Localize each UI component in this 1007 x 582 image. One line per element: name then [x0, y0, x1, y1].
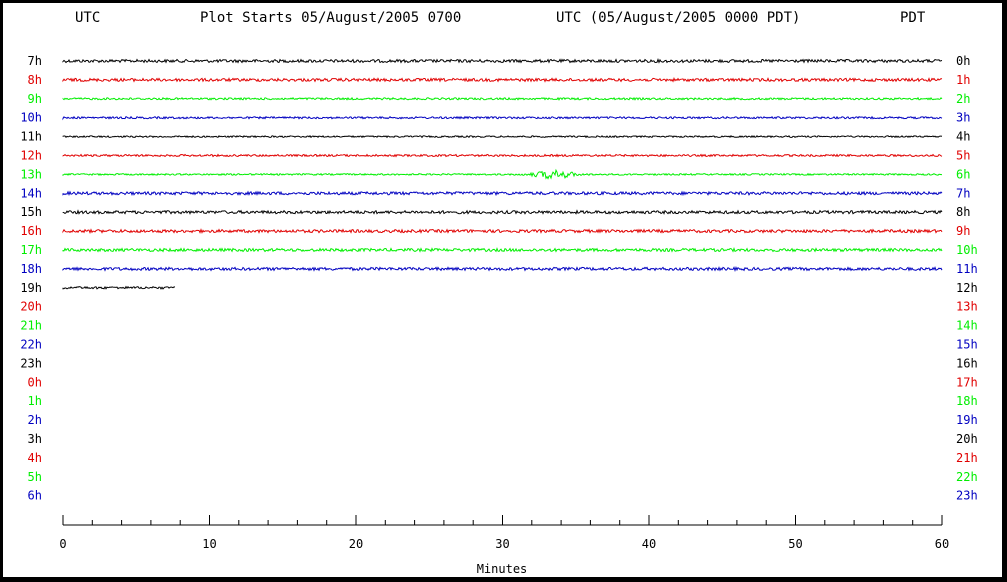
seismic-trace [62, 209, 943, 215]
utc-hour-label: 10h [20, 111, 42, 125]
utc-hour-label: 1h [28, 394, 42, 408]
seismic-trace [62, 285, 176, 290]
utc-hour-label: 11h [20, 130, 42, 144]
pdt-hour-label: 12h [956, 281, 978, 295]
pdt-hour-label: 1h [956, 73, 970, 87]
seismic-trace [62, 77, 943, 83]
x-tick-label: 10 [202, 537, 216, 551]
pdt-hour-label: 2h [956, 92, 970, 106]
pdt-hour-label: 15h [956, 338, 978, 352]
pdt-hour-label: 11h [956, 262, 978, 276]
x-axis: 0 10 20 30 40 50 60 [59, 515, 949, 551]
pdt-hour-label: 3h [956, 111, 970, 125]
utc-hour-label: 2h [28, 413, 42, 427]
seismic-trace [62, 115, 943, 121]
utc-hour-label: 8h [28, 73, 42, 87]
pdt-hour-label: 23h [956, 489, 978, 503]
utc-hour-label: 20h [20, 300, 42, 314]
seismic-trace [62, 96, 943, 101]
x-tick-label: 30 [495, 537, 509, 551]
pdt-hour-label: 8h [956, 205, 970, 219]
left-hour-labels: 7h 8h 9h 10h 11h 12h 13h 14h 15h 16h 17h 18h 19h 20h 2… [20, 54, 42, 503]
pdt-hour-label: 13h [956, 300, 978, 314]
x-tick-label: 0 [59, 537, 66, 551]
pdt-hour-label: 4h [956, 130, 970, 144]
utc-pdt-label: UTC (05/August/2005 0000 PDT) [556, 10, 801, 26]
x-tick-label: 50 [788, 537, 802, 551]
utc-hour-label: 6h [28, 489, 42, 503]
x-tick-label: 20 [349, 537, 363, 551]
pdt-hour-label: 22h [956, 470, 978, 484]
utc-hour-label: 16h [20, 224, 42, 238]
utc-hour-label: 18h [20, 262, 42, 276]
pdt-hour-label: 20h [956, 432, 978, 446]
utc-hour-label: 23h [20, 356, 42, 370]
trace-group [62, 58, 943, 290]
utc-hour-label: 15h [20, 205, 42, 219]
pdt-hour-label: 21h [956, 451, 978, 465]
pdt-hour-label: 16h [956, 356, 978, 370]
pdt-hour-label: 7h [956, 186, 970, 200]
utc-hour-label: 22h [20, 338, 42, 352]
utc-hour-label: 9h [28, 92, 42, 106]
pdt-hour-label: 0h [956, 54, 970, 68]
utc-hour-label: 3h [28, 432, 42, 446]
seismic-trace [62, 135, 943, 139]
utc-hour-label: 13h [20, 167, 42, 181]
pdt-hour-label: 6h [956, 167, 970, 181]
seismic-trace [62, 265, 943, 272]
utc-hour-label: 19h [20, 281, 42, 295]
seismic-trace [62, 228, 943, 235]
utc-hour-label: 12h [20, 149, 42, 163]
seismic-trace [62, 246, 943, 253]
utc-hour-label: 14h [20, 186, 42, 200]
utc-hour-label: 5h [28, 470, 42, 484]
pdt-hour-label: 9h [956, 224, 970, 238]
plot-start-title: Plot Starts 05/August/2005 0700 [200, 10, 462, 26]
x-axis-label: Minutes [477, 562, 528, 576]
utc-hour-label: 21h [20, 319, 42, 333]
seismic-trace [62, 190, 943, 197]
pdt-hour-label: 14h [956, 319, 978, 333]
utc-hour-label: 4h [28, 451, 42, 465]
seismic-trace [62, 153, 943, 158]
pdt-hour-label: 18h [956, 394, 978, 408]
x-tick-label: 40 [642, 537, 656, 551]
x-tick-label: 60 [935, 537, 949, 551]
utc-hour-label: 7h [28, 54, 42, 68]
pdt-hour-label: 19h [956, 413, 978, 427]
seismic-trace [62, 168, 943, 180]
pdt-hour-label: 17h [956, 375, 978, 389]
right-hour-labels: 0h 1h 2h 3h 4h 5h 6h 7h 8h 9h 10h 11h 12h 13h 14h 15h 16… [956, 54, 978, 503]
pdt-hour-label: 10h [956, 243, 978, 257]
utc-hour-label: 0h [28, 375, 42, 389]
pdt-hour-label: 5h [956, 149, 970, 163]
left-timezone-label: UTC [75, 10, 101, 26]
seismic-trace [62, 58, 943, 64]
right-timezone-label: PDT [900, 10, 926, 26]
utc-hour-label: 17h [20, 243, 42, 257]
